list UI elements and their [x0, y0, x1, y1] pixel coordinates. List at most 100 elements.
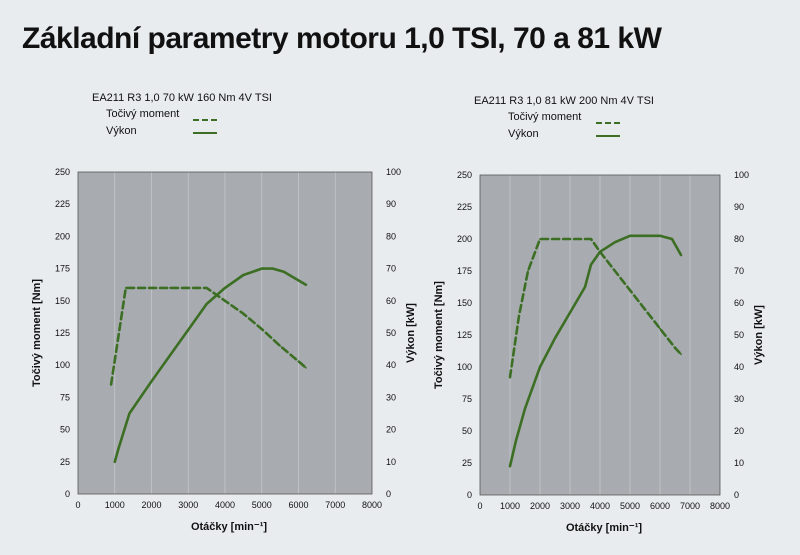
- torque-point: [304, 366, 307, 369]
- torque-point: [168, 287, 171, 289]
- x-tick-label: 6000: [650, 501, 670, 511]
- torque-point: [279, 344, 282, 347]
- y-tick-label: 75: [60, 392, 70, 402]
- y-tick-label: 0: [467, 490, 472, 500]
- torque-point: [187, 287, 190, 289]
- y-tick-label: 100: [55, 360, 70, 370]
- power-point: [584, 286, 586, 288]
- x-tick-label: 2000: [530, 501, 550, 511]
- torque-point: [224, 299, 226, 302]
- torque-point: [539, 238, 541, 240]
- y-tick-label: 50: [60, 425, 70, 435]
- y2-tick-label: 90: [386, 199, 396, 209]
- power-point: [629, 234, 631, 237]
- power-point: [117, 448, 120, 450]
- y-tick-label: 175: [55, 264, 70, 274]
- x-tick-label: 3000: [560, 501, 580, 511]
- torque-point: [509, 376, 511, 379]
- power-point: [680, 254, 682, 256]
- y-axis-label: Točivý moment [Nm]: [433, 281, 445, 389]
- power-point: [187, 328, 190, 331]
- y-tick-label: 200: [55, 231, 70, 241]
- y2-tick-label: 0: [734, 490, 739, 500]
- y-tick-label: 0: [65, 489, 70, 499]
- power-point: [671, 238, 673, 240]
- power-point: [590, 263, 592, 266]
- torque-point: [680, 353, 682, 356]
- x-axis-label: Otáčky [min⁻¹]: [191, 521, 267, 533]
- y2-tick-label: 60: [386, 296, 396, 306]
- x-axis-label: Otáčky [min⁻¹]: [566, 522, 642, 534]
- y2-tick-label: 20: [734, 426, 744, 436]
- power-point: [614, 241, 616, 244]
- y-tick-label: 75: [462, 394, 472, 404]
- legend-label: Točivý moment: [106, 108, 179, 120]
- y2-tick-label: 70: [386, 264, 396, 274]
- x-tick-label: 0: [477, 501, 482, 511]
- y2-tick-label: 100: [386, 167, 401, 177]
- y2-tick-label: 80: [386, 231, 396, 241]
- torque-point: [584, 238, 586, 240]
- torque-point: [260, 328, 263, 331]
- y2-tick-label: 10: [734, 458, 744, 468]
- y-tick-label: 225: [457, 202, 472, 212]
- y2-tick-label: 80: [734, 234, 744, 244]
- power-point: [282, 270, 285, 273]
- y-axis-label: Točivý moment [Nm]: [31, 279, 43, 387]
- y2-tick-label: 40: [386, 360, 396, 370]
- power-point: [150, 380, 153, 383]
- x-tick-label: 8000: [710, 501, 730, 511]
- power-point: [524, 407, 526, 410]
- power-point: [260, 267, 263, 270]
- power-point: [509, 465, 511, 468]
- y-tick-label: 125: [457, 330, 472, 340]
- x-tick-label: 3000: [178, 500, 198, 510]
- y2-tick-label: 30: [734, 394, 744, 404]
- plot-border: [479, 174, 721, 496]
- torque-point: [242, 312, 245, 315]
- y2-tick-label: 70: [734, 266, 744, 276]
- power-point: [304, 283, 307, 286]
- torque-point: [297, 360, 300, 363]
- y-tick-label: 150: [55, 296, 70, 306]
- legend-label: Výkon: [106, 125, 137, 137]
- plot-border: [77, 171, 373, 495]
- y-tick-label: 100: [457, 362, 472, 372]
- chart-title: EA211 R3 1,0 70 kW 160 Nm 4V TSI: [92, 92, 272, 104]
- y-tick-label: 250: [457, 170, 472, 180]
- torque-point: [590, 238, 592, 240]
- x-tick-label: 5000: [620, 501, 640, 511]
- torque-point: [569, 238, 571, 240]
- x-tick-label: 4000: [590, 501, 610, 511]
- torque-point: [629, 289, 631, 292]
- y-tick-label: 175: [457, 266, 472, 276]
- torque-point: [674, 346, 676, 349]
- x-tick-label: 1000: [500, 501, 520, 511]
- y-tick-label: 125: [55, 328, 70, 338]
- power-point: [271, 267, 274, 270]
- torque-point: [644, 308, 646, 311]
- y-tick-label: 25: [60, 457, 70, 467]
- torque-point: [124, 287, 127, 289]
- y2-tick-label: 30: [386, 392, 396, 402]
- y-tick-label: 50: [462, 426, 472, 436]
- y-tick-label: 200: [457, 234, 472, 244]
- torque-point: [143, 287, 146, 289]
- torque-point: [518, 314, 520, 317]
- power-point: [224, 287, 226, 289]
- x-tick-label: 2000: [141, 500, 161, 510]
- x-tick-label: 1000: [105, 500, 125, 510]
- y-tick-label: 150: [457, 298, 472, 308]
- torque-point: [527, 270, 529, 272]
- power-point: [599, 250, 601, 253]
- power-point: [554, 337, 556, 340]
- y-tick-label: 25: [462, 458, 472, 468]
- power-point: [659, 234, 661, 237]
- torque-point: [614, 270, 616, 272]
- power-point: [644, 234, 646, 237]
- power-point: [168, 354, 171, 357]
- y2-axis-label: Výkon [kW]: [405, 303, 417, 363]
- torque-point: [659, 327, 661, 330]
- slide-title: Základní parametry motoru 1,0 TSI, 70 a …: [22, 22, 662, 55]
